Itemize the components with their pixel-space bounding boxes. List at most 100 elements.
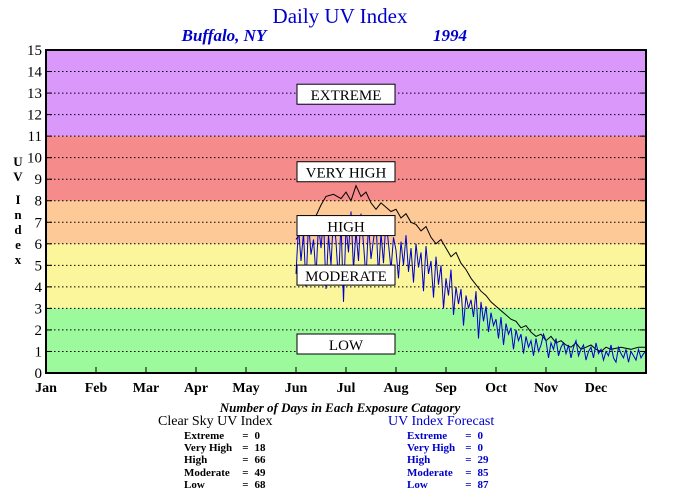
x-tick-label: Aug — [384, 381, 409, 396]
y-tick-label: 0 — [35, 366, 43, 382]
y-tick-label: 9 — [35, 172, 43, 188]
forecast-eq: = — [465, 454, 472, 467]
clear-sky-label: High — [184, 454, 208, 467]
y-tick-label: 5 — [35, 258, 43, 274]
y-tick-label: 7 — [35, 215, 43, 231]
x-tick-label: Jul — [337, 381, 356, 396]
chart-location: Buffalo, NY — [181, 26, 268, 45]
clear-sky-eq: = — [242, 466, 249, 479]
x-tick-label: Jun — [285, 381, 308, 396]
clear-sky-eq: = — [242, 478, 249, 491]
forecast-value: 0 — [477, 430, 483, 442]
band-label-text: HIGH — [327, 220, 365, 236]
clear-sky-row: Moderate = 49 — [184, 467, 265, 479]
y-tick-label: 8 — [35, 194, 43, 210]
y-label-char: U — [13, 154, 23, 169]
band-label-box — [296, 83, 396, 105]
clear-sky-table: Extreme = 0 Very High = 18 High = 66 Moderate = 49 L… — [184, 430, 265, 491]
x-tick-label: Nov — [534, 381, 558, 396]
forecast-value: 85 — [477, 466, 489, 479]
forecast-row: High = 29 — [407, 454, 488, 466]
forecast-row: Extreme = 0 — [407, 430, 488, 442]
clear-sky-value: 68 — [254, 478, 266, 491]
y-tick-label: 6 — [35, 237, 43, 253]
band-label-text: VERY HIGH — [306, 166, 387, 182]
forecast-row: Low = 87 — [407, 479, 488, 491]
clear-sky-row: Low = 68 — [184, 479, 265, 491]
band-label-very-high: VERY HIGH — [296, 161, 396, 183]
band-label-box — [296, 215, 396, 237]
forecast-line — [295, 211, 647, 364]
forecast-row: Very High = 0 — [407, 442, 488, 454]
x-tick-label: Jan — [35, 381, 57, 396]
clear-sky-heading: Clear Sky UV Index — [158, 414, 273, 429]
y-label-char: x — [15, 252, 22, 267]
band-label-box — [296, 161, 396, 183]
y-tick-label: 3 — [35, 301, 43, 317]
clear-sky-value: 0 — [254, 430, 260, 442]
y-tick-label: 1 — [35, 344, 43, 360]
clear-sky-eq: = — [242, 442, 249, 455]
y-tick-label: 4 — [35, 280, 43, 296]
y-tick-label: 10 — [27, 151, 42, 167]
clear-sky-label: Very High — [184, 442, 233, 455]
x-tick-label: Dec — [585, 381, 608, 396]
clear-sky-eq: = — [242, 430, 249, 442]
y-label-char: d — [14, 222, 22, 237]
forecast-eq: = — [465, 430, 472, 442]
forecast-value: 0 — [477, 442, 483, 455]
y-tick-label: 14 — [27, 65, 43, 81]
forecast-label: Very High — [407, 442, 456, 455]
y-label-char: n — [14, 207, 22, 222]
y-label-char: I — [15, 192, 20, 207]
clear-sky-label: Moderate — [184, 466, 230, 479]
clear-sky-label: Low — [184, 478, 205, 491]
forecast-table: Extreme = 0 Very High = 0 High = 29 Moderate = 85 Lo… — [407, 430, 488, 491]
clear-sky-line — [295, 184, 646, 353]
x-tick-label: Oct — [485, 381, 507, 396]
y-tick-label: 12 — [27, 108, 42, 124]
x-tick-label: Feb — [85, 381, 108, 396]
y-tick-label: 15 — [27, 43, 42, 59]
y-label-char: e — [15, 237, 21, 252]
clear-sky-row: High = 66 — [184, 454, 265, 466]
band-label-high: HIGH — [296, 215, 396, 237]
y-label-char: V — [13, 169, 23, 184]
forecast-heading: UV Index Forecast — [388, 414, 495, 429]
x-tick-label: Apr — [184, 381, 208, 396]
y-tick-label: 13 — [27, 86, 42, 102]
forecast-row: Moderate = 85 — [407, 467, 488, 479]
forecast-label: Moderate — [407, 466, 453, 479]
forecast-stats: UV Index Forecast Extreme = 0 Very High = 0 Hi… — [388, 414, 494, 491]
chart-title: Daily UV Index — [273, 4, 408, 28]
plot-frame — [45, 49, 647, 374]
y-tick-label: 2 — [35, 323, 43, 339]
band-label-text: LOW — [329, 338, 364, 354]
band-label-low: LOW — [296, 333, 396, 355]
band-label-text: MODERATE — [305, 269, 387, 285]
clear-sky-row: Very High = 18 — [184, 442, 265, 454]
chart-year: 1994 — [433, 26, 467, 45]
clear-sky-label: Extreme — [184, 430, 225, 442]
x-tick-label: Mar — [133, 381, 159, 396]
clear-sky-row: Extreme = 0 — [184, 430, 265, 442]
x-tick-label: May — [232, 381, 259, 396]
uv-index-chart: Daily UV Index Buffalo, NY 1994 01234567… — [13, 4, 647, 396]
clear-sky-value: 66 — [254, 454, 266, 467]
forecast-eq: = — [465, 478, 472, 491]
forecast-value: 87 — [477, 478, 489, 491]
x-tick-label: Sep — [435, 381, 457, 396]
forecast-label: High — [407, 454, 431, 467]
forecast-label: Low — [407, 478, 428, 491]
clear-sky-value: 18 — [254, 442, 266, 455]
forecast-label: Extreme — [407, 430, 448, 442]
forecast-eq: = — [465, 466, 472, 479]
clear-sky-eq: = — [242, 454, 249, 467]
y-tick-label: 11 — [28, 129, 42, 145]
band-label-box — [296, 333, 396, 355]
forecast-eq: = — [465, 442, 472, 455]
clear-sky-value: 49 — [254, 466, 266, 479]
band-label-box — [296, 264, 396, 286]
band-label-extreme: EXTREME — [296, 83, 396, 105]
